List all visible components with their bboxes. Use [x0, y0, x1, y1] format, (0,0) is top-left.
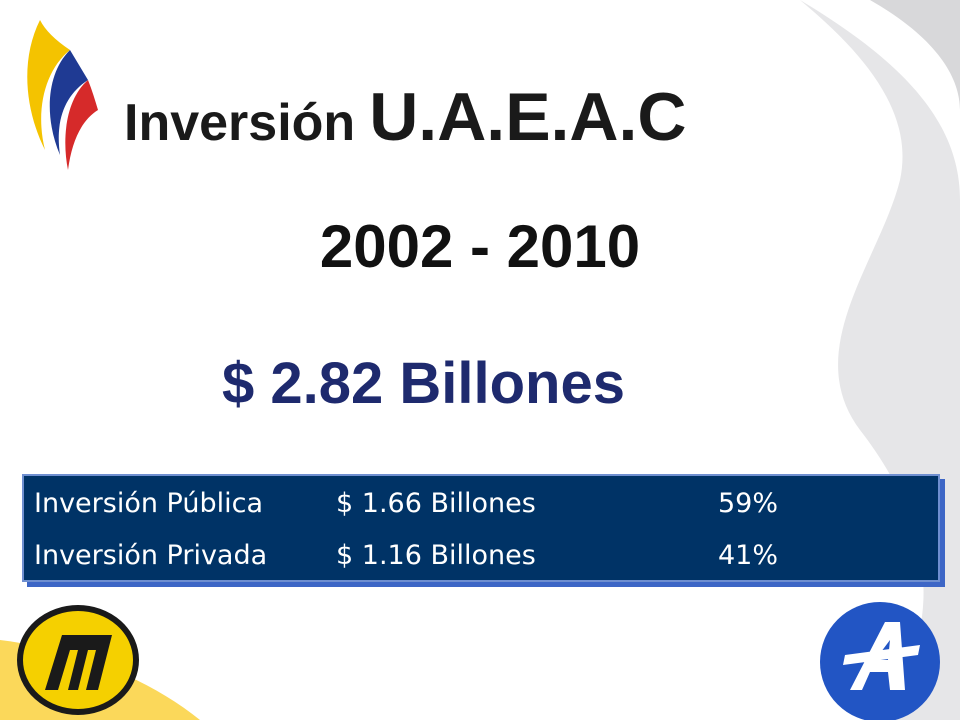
- table-cell: Inversión Pública: [34, 488, 263, 519]
- logo-m-letter: [45, 635, 112, 690]
- table: Inversión Pública $ 1.66 Billones 59% Inver…: [22, 474, 940, 582]
- table-cell: Inversión Privada: [34, 540, 268, 571]
- table-cell: 59%: [718, 488, 779, 519]
- swoosh: [870, 0, 960, 110]
- flame-blue: [49, 50, 88, 155]
- title-acronym: U.A.E.A.C: [369, 79, 687, 155]
- flame-red: [65, 80, 98, 170]
- table-cell: $ 1.66 Billones: [336, 488, 536, 519]
- total: $ 2.82 Billones: [222, 351, 625, 416]
- logo-a-letter: [843, 622, 920, 690]
- period: 2002 - 2010: [319, 213, 641, 280]
- title: Inversión U.A.E.A.C: [124, 78, 687, 156]
- table-cell: $ 1.16 Billones: [336, 540, 536, 571]
- flame-yellow: [27, 20, 70, 150]
- title-word: Inversión: [124, 94, 356, 152]
- table-cell: 41%: [718, 540, 779, 571]
